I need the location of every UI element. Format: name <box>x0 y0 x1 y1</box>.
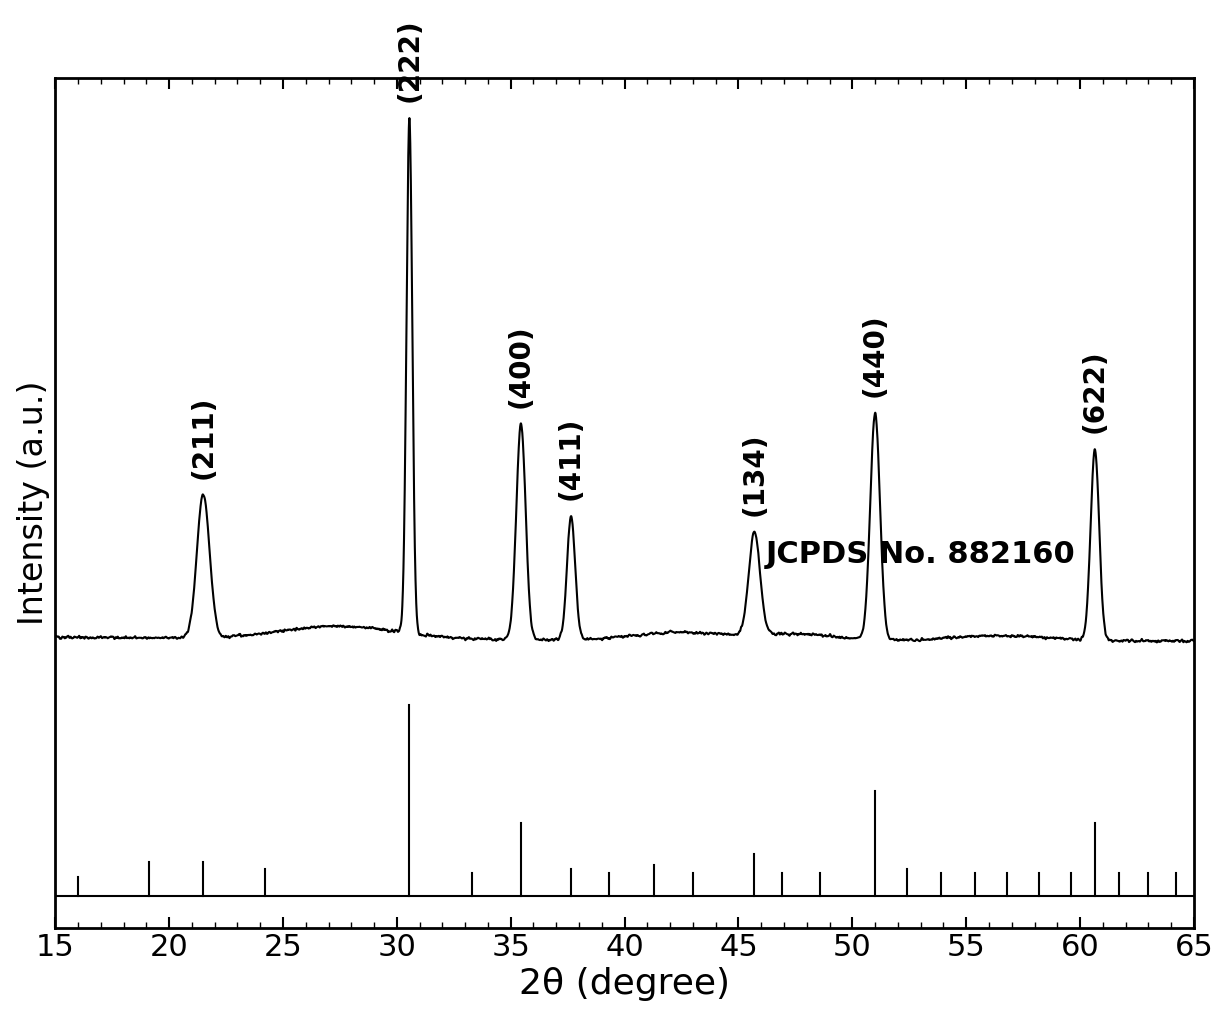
Text: (622): (622) <box>1081 349 1109 434</box>
Text: (411): (411) <box>557 416 585 500</box>
Text: (211): (211) <box>189 396 218 479</box>
Y-axis label: Intensity (a.u.): Intensity (a.u.) <box>17 381 49 625</box>
Text: (222): (222) <box>395 18 423 102</box>
Text: (400): (400) <box>507 324 535 407</box>
Text: (134): (134) <box>740 433 769 516</box>
Text: (440): (440) <box>861 314 889 397</box>
Text: JCPDS No. 882160: JCPDS No. 882160 <box>766 540 1075 568</box>
X-axis label: 2θ (degree): 2θ (degree) <box>519 967 731 1002</box>
